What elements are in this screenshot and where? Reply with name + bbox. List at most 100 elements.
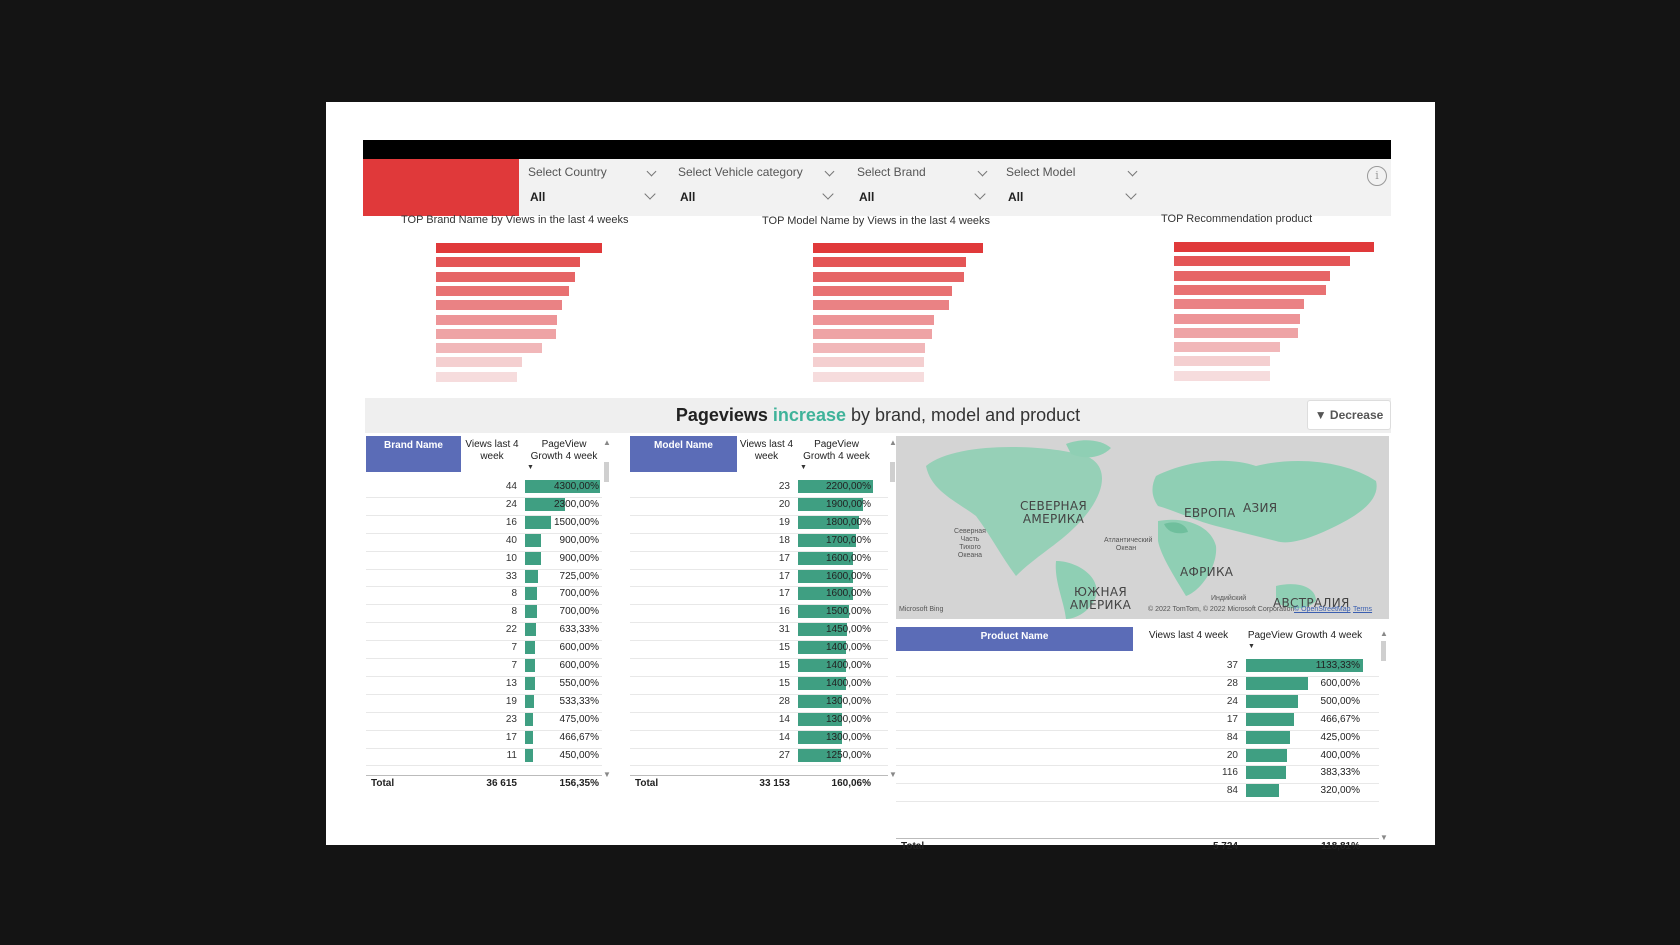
chart-bar[interactable] xyxy=(813,285,953,296)
filter-model[interactable]: Select Model All xyxy=(998,159,1143,216)
row-divider xyxy=(366,604,602,606)
filter-label: Select Brand xyxy=(857,165,926,179)
filter-brand[interactable]: Select Brand All xyxy=(849,159,994,216)
column-header-name[interactable]: Model Name xyxy=(630,436,737,472)
table-cell-views: 40 xyxy=(505,534,517,546)
chart-bar[interactable] xyxy=(436,285,569,296)
row-divider xyxy=(366,729,602,731)
table-cell-growth: 700,00% xyxy=(559,606,599,618)
map-attribution: © 2022 TomTom, © 2022 Microsoft Corporat… xyxy=(1148,606,1295,613)
scroll-down-icon[interactable]: ▼ xyxy=(603,770,611,779)
table-cell-views: 10 xyxy=(505,552,517,564)
scroll-down-icon[interactable]: ▼ xyxy=(1380,833,1388,842)
table-cell-growth: 425,00% xyxy=(1320,731,1360,743)
growth-bar xyxy=(525,641,536,655)
chart-bar[interactable] xyxy=(436,243,602,253)
table-cell-growth: 2200,00% xyxy=(825,481,871,492)
filter-country[interactable]: Select Country All xyxy=(520,159,665,216)
table-cell-growth: 600,00% xyxy=(559,660,599,671)
chart-bar[interactable] xyxy=(1174,299,1304,310)
info-icon[interactable]: i xyxy=(1367,166,1387,186)
row-divider xyxy=(366,675,602,677)
growth-bar xyxy=(798,694,843,708)
column-header-views[interactable]: Views last 4 week xyxy=(1148,630,1229,641)
chart-bar[interactable] xyxy=(813,371,924,382)
map-osm-link[interactable]: © OpenStreetMap xyxy=(1294,606,1351,613)
vertical-scrollbar[interactable] xyxy=(890,462,895,482)
chart-bar[interactable] xyxy=(1174,342,1280,353)
chart-bar[interactable] xyxy=(436,328,556,339)
row-divider xyxy=(896,783,1379,785)
chart-bar[interactable] xyxy=(436,314,558,325)
section-title-prefix: Pageviews xyxy=(675,405,768,425)
decrease-button[interactable]: ▼ Decrease xyxy=(1307,400,1391,430)
table-cell-growth: 2300,00% xyxy=(553,498,599,510)
chart-bar[interactable] xyxy=(813,343,926,354)
chevron-down-icon[interactable] xyxy=(644,188,656,200)
row-divider xyxy=(366,586,602,588)
vertical-scrollbar[interactable] xyxy=(1381,641,1386,661)
chart-bar[interactable] xyxy=(436,357,523,368)
chart-bar[interactable] xyxy=(813,357,924,368)
chevron-down-icon[interactable] xyxy=(822,188,834,200)
row-divider xyxy=(896,747,1379,749)
chart-bar[interactable] xyxy=(813,257,966,268)
chart-bar[interactable] xyxy=(436,271,576,282)
table-cell-views: 23 xyxy=(505,713,517,725)
column-header-name[interactable]: Product Name xyxy=(896,627,1133,651)
table-cell-growth: 1300,00% xyxy=(825,695,871,707)
scroll-down-icon[interactable]: ▼ xyxy=(889,770,897,779)
column-header-views[interactable]: Views last 4 week xyxy=(465,439,519,462)
chart-bar[interactable] xyxy=(1174,284,1326,295)
scroll-up-icon[interactable]: ▲ xyxy=(603,438,611,447)
chevron-down-icon[interactable] xyxy=(974,188,986,200)
table-cell-views: 19 xyxy=(778,516,790,528)
chart-bar[interactable] xyxy=(1174,370,1270,381)
chart-bar[interactable] xyxy=(1174,270,1330,281)
chart-bar[interactable] xyxy=(1174,313,1300,324)
total-views: 5 724 xyxy=(1212,841,1238,852)
scroll-up-icon[interactable]: ▲ xyxy=(1380,629,1388,638)
chart-bar[interactable] xyxy=(813,271,965,282)
row-divider xyxy=(366,747,602,749)
chart-bar[interactable] xyxy=(436,300,563,311)
row-divider xyxy=(630,532,888,534)
chart-bar[interactable] xyxy=(436,371,518,382)
table-cell-views: 7 xyxy=(511,642,517,654)
sort-descending-icon[interactable]: ▼ xyxy=(800,464,807,471)
column-header-name[interactable]: Brand Name xyxy=(366,436,461,472)
table-cell-growth: 466,67% xyxy=(559,731,599,743)
row-divider xyxy=(630,604,888,606)
column-header-growth[interactable]: PageView Growth 4 week xyxy=(530,439,598,462)
chart-bar[interactable] xyxy=(813,328,932,339)
table-cell-growth: 1450,00% xyxy=(825,624,871,636)
column-header-views[interactable]: Views last 4 week xyxy=(739,439,794,462)
sort-descending-icon[interactable]: ▼ xyxy=(1248,643,1255,650)
table-cell-views: 20 xyxy=(778,498,790,510)
top-model-bar-chart xyxy=(813,243,983,393)
chart-bar[interactable] xyxy=(1174,256,1350,267)
chart-bar[interactable] xyxy=(436,257,581,268)
section-title-band: Pageviews increase by brand, model and p… xyxy=(365,398,1391,433)
chart-bar[interactable] xyxy=(1174,356,1270,367)
sort-descending-icon[interactable]: ▼ xyxy=(527,464,534,471)
table-cell-views: 27 xyxy=(778,749,790,761)
chart-bar[interactable] xyxy=(1174,327,1298,338)
map-label-asia: АЗИЯ xyxy=(1243,501,1278,515)
chart-bar[interactable] xyxy=(813,243,983,253)
column-header-growth[interactable]: PageView Growth 4 week xyxy=(1247,630,1363,641)
filter-vehicle-category[interactable]: Select Vehicle category All xyxy=(670,159,840,216)
row-divider xyxy=(630,496,888,498)
chart-bar[interactable] xyxy=(813,300,949,311)
chart-bar[interactable] xyxy=(436,343,543,354)
row-divider xyxy=(366,622,602,624)
map-label-atlantic: Атлантический Океан xyxy=(1104,537,1153,552)
vertical-scrollbar[interactable] xyxy=(604,462,609,482)
world-map[interactable]: СЕВЕРНАЯ АМЕРИКА ЕВРОПА АЗИЯ АФРИКА ЮЖНА… xyxy=(896,436,1389,619)
chevron-down-icon[interactable] xyxy=(1125,188,1137,200)
chart-bar[interactable] xyxy=(813,314,934,325)
scroll-up-icon[interactable]: ▲ xyxy=(889,438,897,447)
chart-bar[interactable] xyxy=(1174,242,1374,252)
column-header-growth[interactable]: PageView Growth 4 week xyxy=(803,439,870,462)
map-terms-link[interactable]: Terms xyxy=(1353,606,1373,613)
